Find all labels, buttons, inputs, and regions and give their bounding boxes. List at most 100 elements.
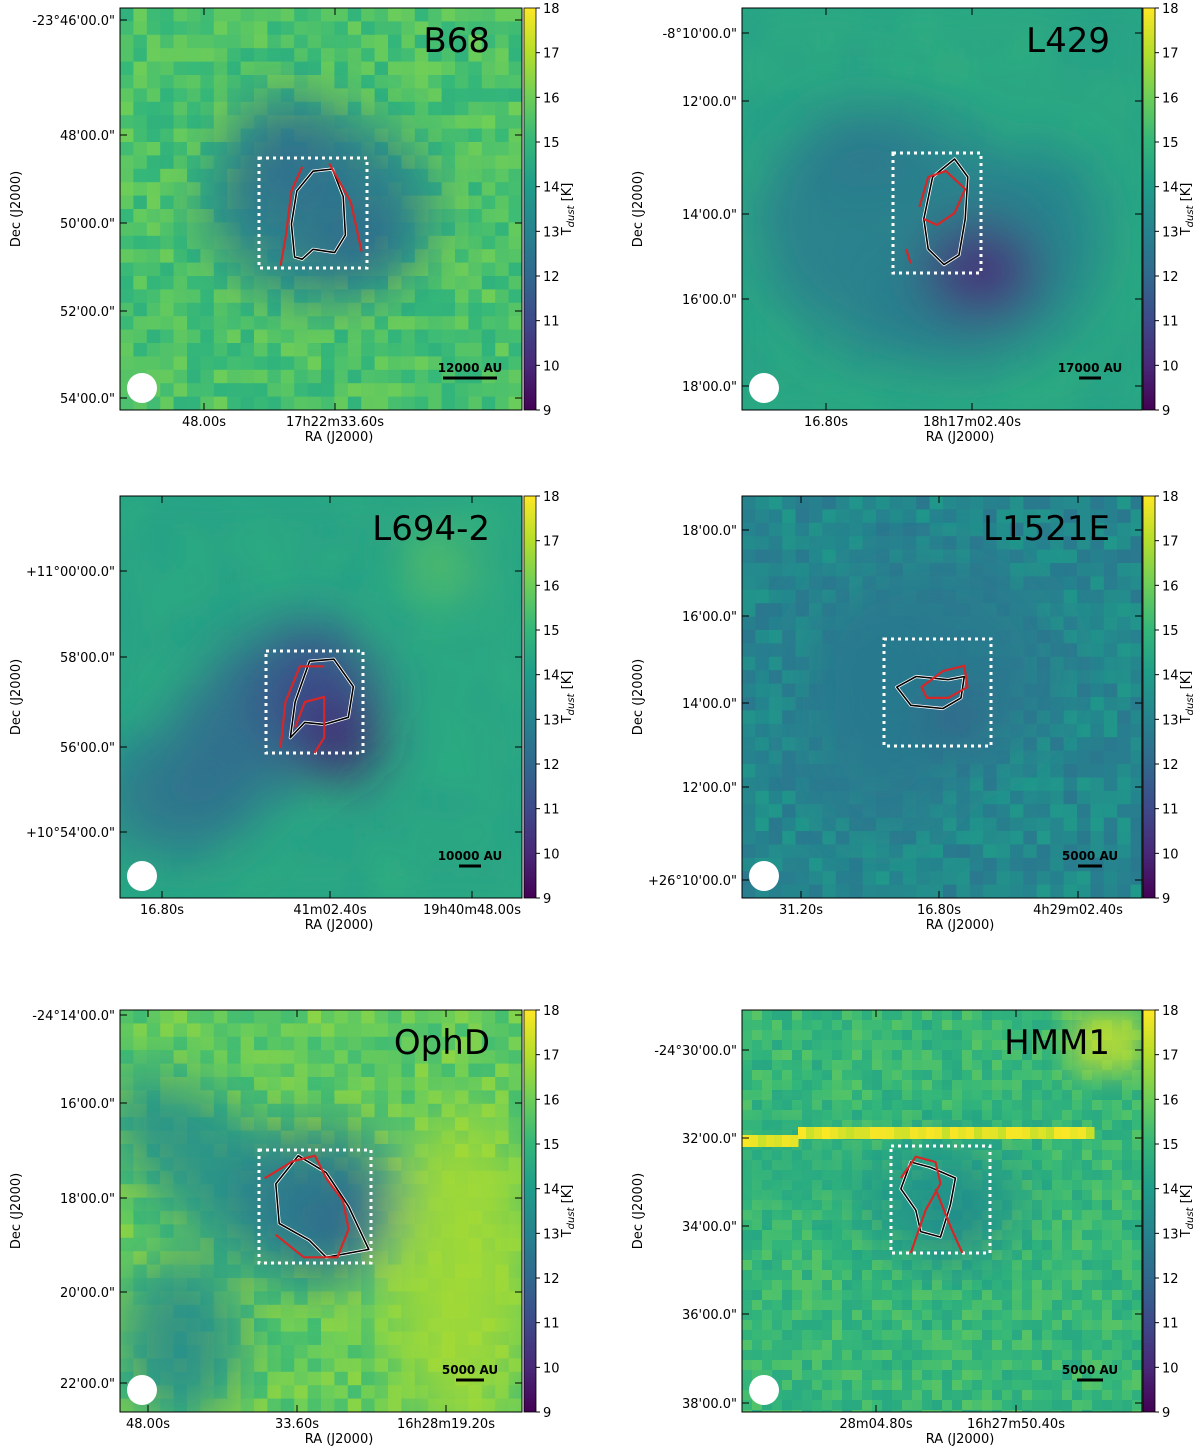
heatmap-image bbox=[742, 1010, 1142, 1412]
plot-frame bbox=[741, 1009, 1143, 1413]
y-tick-label: 32'00.0" bbox=[682, 1132, 737, 1147]
x-axis-label: RA (J2000) bbox=[926, 430, 995, 445]
x-tick-label: 16.80s bbox=[917, 903, 961, 918]
plot-frame bbox=[119, 7, 523, 411]
y-tick-label: 16'00.0" bbox=[60, 1097, 115, 1112]
x-tick-label: 19h40m48.00s bbox=[423, 903, 521, 918]
x-tick-label: 28m04.80s bbox=[839, 1417, 912, 1432]
red-contour bbox=[279, 162, 363, 266]
panel-title: HMM1 bbox=[1004, 1023, 1110, 1063]
colorbar-tick-label: 16 bbox=[1162, 579, 1179, 594]
black-contour bbox=[290, 168, 347, 260]
panel-ophd: OphD 5000 AU -24°14'00.0" 16'00.0" 18'00.0" 2… bbox=[9, 1004, 577, 1447]
y-tick-label: 34'00.0" bbox=[682, 1220, 737, 1235]
black-contour bbox=[275, 1154, 370, 1259]
heatmap-image bbox=[120, 8, 522, 410]
colorbar-tick-label: 18 bbox=[543, 1004, 560, 1019]
colorbar-tick-label: 14 bbox=[543, 181, 560, 196]
y-tick-label: -23°46'00.0" bbox=[32, 14, 115, 29]
colorbar-tick-label: 16 bbox=[1162, 1093, 1179, 1108]
heatmap-image bbox=[742, 496, 1142, 898]
x-axis-label: RA (J2000) bbox=[305, 430, 374, 445]
plot-frame bbox=[741, 495, 1143, 899]
colorbar-tick-label: 15 bbox=[543, 624, 560, 639]
colorbar-tick-label: 10 bbox=[1162, 847, 1179, 862]
y-tick-label: 38'00.0" bbox=[682, 1397, 737, 1412]
colorbar-tick-label: 9 bbox=[1162, 1406, 1170, 1421]
colorbar-tick-label: 11 bbox=[543, 1317, 560, 1332]
scale-bar-label: 5000 AU bbox=[442, 1363, 498, 1377]
colorbar-tick-label: 17 bbox=[1162, 47, 1179, 62]
colorbar-tick-label: 15 bbox=[1162, 136, 1179, 151]
panel-b68: B68 12000 AU -23°46'00.0" 48'00.0" 50'00.0" 5… bbox=[9, 2, 577, 445]
colorbar-tick-label: 15 bbox=[543, 136, 560, 151]
plot-frame bbox=[741, 7, 1143, 411]
black-contour bbox=[896, 675, 966, 710]
y-tick-label: 18'00.0" bbox=[60, 1192, 115, 1207]
beam-circle bbox=[127, 373, 157, 403]
colorbar-tick-label: 11 bbox=[543, 315, 560, 330]
y-tick-label: 48'00.0" bbox=[60, 129, 115, 144]
x-tick-label: 16h28m19.20s bbox=[397, 1417, 495, 1432]
y-tick-label: 20'00.0" bbox=[60, 1286, 115, 1301]
red-contour bbox=[279, 665, 326, 754]
scale-bar-label: 12000 AU bbox=[438, 361, 503, 375]
y-axis-label: Dec (J2000) bbox=[631, 171, 646, 247]
panel-l429: L429 17000 AU -8°10'00.0" 12'00.0" 14'00.0" 1… bbox=[631, 2, 1196, 445]
y-tick-label: 16'00.0" bbox=[682, 610, 737, 625]
beam-circle bbox=[749, 861, 779, 891]
x-tick-label: 18h17m02.40s bbox=[923, 415, 1021, 430]
colorbar-tick-label: 15 bbox=[543, 1138, 560, 1153]
colorbar-tick-label: 18 bbox=[1162, 490, 1179, 505]
heatmap-image bbox=[742, 8, 1142, 410]
y-axis-label: Dec (J2000) bbox=[9, 171, 24, 247]
beam-circle bbox=[749, 373, 779, 403]
colorbar-tick-label: 10 bbox=[543, 847, 560, 862]
y-axis-label: Dec (J2000) bbox=[9, 1173, 24, 1249]
colorbar-tick-label: 13 bbox=[543, 225, 560, 240]
colorbar-tick-label: 12 bbox=[1162, 270, 1179, 285]
colorbar-tick-label: 16 bbox=[543, 1093, 560, 1108]
colorbar-tick-label: 18 bbox=[1162, 2, 1179, 17]
plot-frame bbox=[119, 495, 523, 899]
colorbar-tick-label: 17 bbox=[543, 1049, 560, 1064]
red-contour bbox=[905, 169, 967, 264]
x-tick-label: 16.80s bbox=[140, 903, 184, 918]
colorbar-tick-label: 16 bbox=[1162, 91, 1179, 106]
x-tick-label: 41m02.40s bbox=[293, 903, 366, 918]
panel-l1521e: L1521E 5000 AU 18'00.0" 16'00.0" 14'00.0" 12'… bbox=[631, 490, 1196, 933]
colorbar-tick-label: 12 bbox=[1162, 1272, 1179, 1287]
colorbar-tick-label: 12 bbox=[543, 270, 560, 285]
y-axis-label: Dec (J2000) bbox=[9, 659, 24, 735]
x-tick-label: 17h22m33.60s bbox=[286, 415, 384, 430]
black-contour bbox=[923, 158, 969, 266]
heatmap-image bbox=[120, 496, 522, 898]
x-tick-label: 16.80s bbox=[804, 415, 848, 430]
colorbar: 18 17 16 15 14 13 12 11 10 9 Tdust [K] bbox=[1142, 1004, 1196, 1421]
y-tick-label: -24°30'00.0" bbox=[654, 1044, 737, 1059]
colorbar-tick-label: 9 bbox=[543, 1406, 551, 1421]
x-tick-label: 16h27m50.40s bbox=[967, 1417, 1065, 1432]
colorbar-tick-label: 9 bbox=[543, 892, 551, 907]
colorbar-label: Tdust [K] bbox=[560, 1185, 577, 1239]
y-tick-label: 54'00.0" bbox=[60, 392, 115, 407]
dotted-region-box bbox=[257, 1148, 373, 1265]
colorbar-tick-label: 13 bbox=[543, 1227, 560, 1242]
colorbar-tick-label: 17 bbox=[543, 47, 560, 62]
dotted-region-box bbox=[257, 156, 369, 270]
x-axis-label: RA (J2000) bbox=[926, 918, 995, 933]
colorbar: 18 17 16 15 14 13 12 11 10 9 Tdust [K] bbox=[523, 1004, 577, 1421]
y-axis-label: Dec (J2000) bbox=[631, 1173, 646, 1249]
colorbar: 18 17 16 15 14 13 12 11 10 9 Tdust [K] bbox=[1142, 490, 1196, 907]
panel-hmm1: HMM1 5000 AU -24°30'00.0" 32'00.0" 34'00.0" 3… bbox=[631, 1004, 1196, 1447]
colorbar-tick-label: 18 bbox=[1162, 1004, 1179, 1019]
panel-title: L694-2 bbox=[372, 509, 490, 549]
colorbar-tick-label: 9 bbox=[1162, 892, 1170, 907]
colorbar-tick-label: 14 bbox=[543, 669, 560, 684]
panel-title: L1521E bbox=[983, 509, 1110, 549]
colorbar-tick-label: 17 bbox=[1162, 1049, 1179, 1064]
colorbar-tick-label: 16 bbox=[543, 91, 560, 106]
y-tick-label: 12'00.0" bbox=[682, 781, 737, 796]
panel-title: B68 bbox=[423, 21, 490, 61]
x-tick-label: 4h29m02.40s bbox=[1033, 903, 1123, 918]
